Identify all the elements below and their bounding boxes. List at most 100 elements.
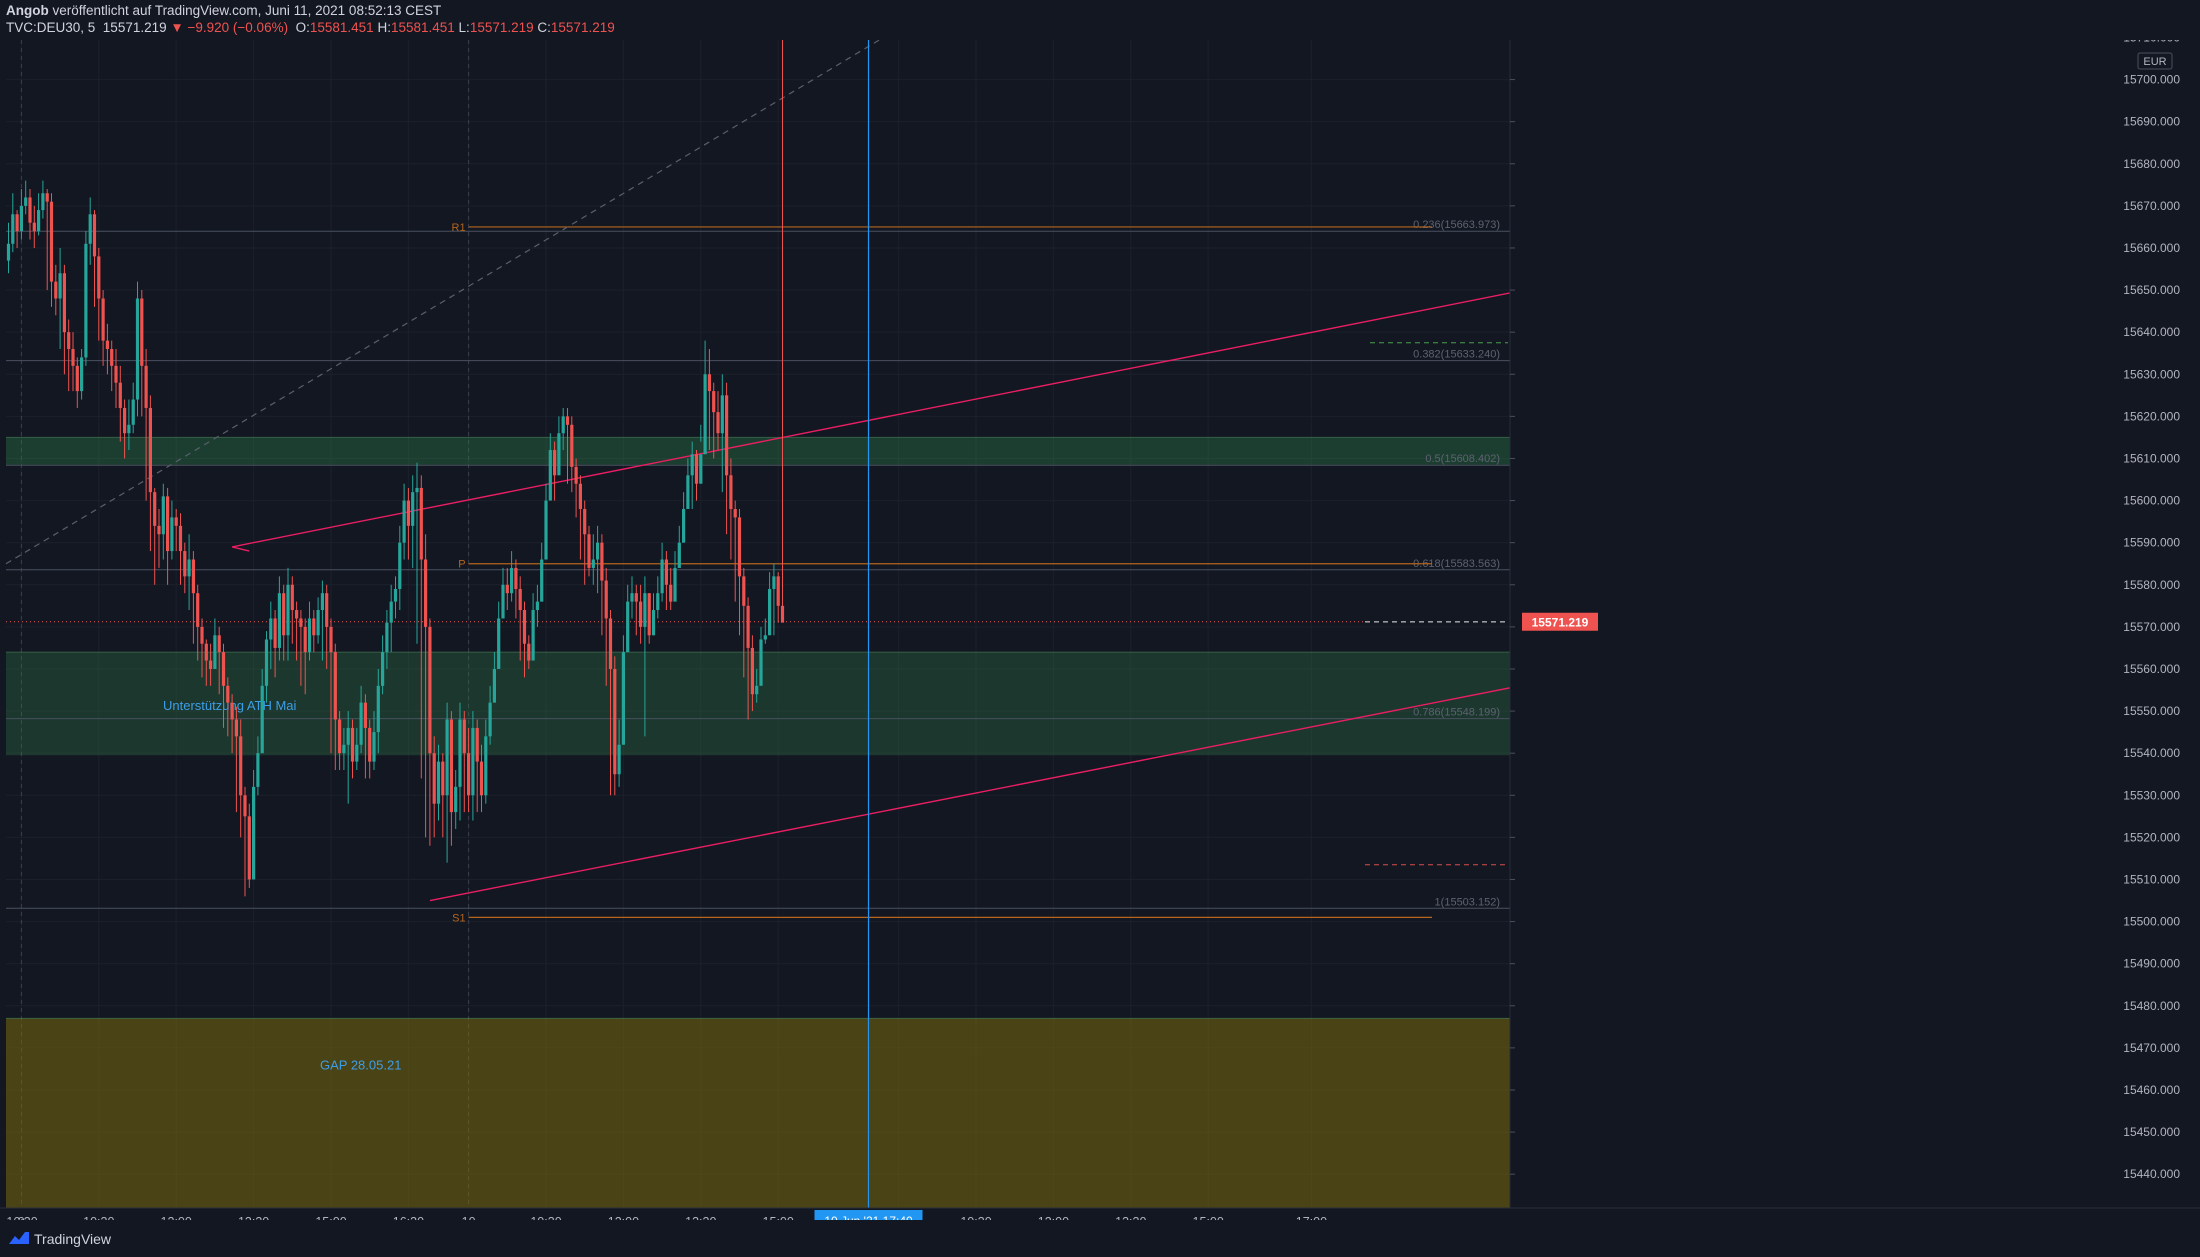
candle (531, 593, 535, 661)
candle (703, 340, 707, 455)
candle-body (350, 727, 355, 762)
candle (639, 584, 643, 644)
candle-body (471, 727, 475, 796)
price-chart[interactable]: Unterstützung ATH Mai GAP 28.05.21 0.236(1… (0, 40, 2200, 1220)
candle (488, 685, 492, 745)
candle (37, 193, 41, 236)
y-tick-label: 15450.000 (2123, 1125, 2180, 1139)
candle-body (24, 197, 28, 206)
candle (553, 441, 557, 501)
candle (123, 399, 127, 459)
candle (80, 349, 84, 400)
candle (148, 395, 152, 552)
candle-body (479, 761, 484, 796)
x-tick-label: 10 (462, 1215, 476, 1220)
candle (518, 576, 522, 661)
candle-body (750, 647, 754, 695)
x-tick-label: 12:00 (161, 1215, 192, 1220)
chart-header: Angob veröffentlicht auf TradingView.com… (0, 0, 2200, 40)
candle-body (634, 593, 638, 602)
candle-body (626, 601, 630, 653)
candle-body (6, 243, 11, 261)
author-name[interactable]: Angob (6, 3, 49, 18)
candle (88, 197, 92, 265)
candle-body (32, 222, 36, 232)
candle-body (247, 816, 251, 880)
price-axis (1510, 40, 2200, 1220)
candle (557, 416, 561, 476)
candle-body (101, 298, 105, 341)
candle-body (325, 593, 329, 627)
candle (393, 576, 398, 619)
candle-body (651, 610, 656, 636)
candle (239, 719, 243, 838)
candle-body (368, 727, 372, 762)
candle (750, 635, 754, 712)
candle (97, 247, 101, 341)
candle-body (269, 618, 273, 640)
candle-body (707, 374, 711, 392)
y-tick-label: 15440.000 (2123, 1167, 2180, 1181)
candle (191, 551, 195, 644)
y-tick-label: 15670.000 (2123, 199, 2180, 213)
candle-body (656, 593, 660, 611)
candle-body (600, 542, 604, 581)
x-tick-label: 16:30 (393, 1215, 424, 1220)
low-label: L: (458, 20, 470, 35)
candle (187, 534, 191, 611)
candle-body (213, 635, 217, 669)
candle-body (256, 753, 260, 787)
candle (273, 610, 277, 678)
candle-body (71, 349, 75, 366)
candle-body (118, 382, 122, 408)
y-tick-label: 15680.000 (2123, 157, 2180, 171)
candle (153, 487, 157, 585)
candle-body (535, 601, 539, 611)
x-tick-label: 16:30 (6, 1215, 37, 1220)
candle-body (200, 626, 204, 644)
candle-body (574, 466, 578, 484)
candle (626, 584, 630, 653)
candle-body (548, 450, 552, 501)
candle-body (209, 660, 213, 669)
fib-level-label: 0.786(15548.199) (1413, 707, 1500, 719)
candle (621, 635, 625, 745)
candle (157, 508, 161, 568)
candle (295, 601, 299, 661)
candle-body (110, 349, 114, 366)
y-tick-label: 15650.000 (2123, 283, 2180, 297)
candle (316, 597, 320, 644)
y-tick-label: 15660.000 (2123, 241, 2180, 255)
candle-body (196, 593, 200, 627)
candle-body (522, 610, 527, 644)
candle (376, 668, 380, 754)
candle-body (45, 193, 49, 202)
candle (54, 264, 58, 316)
candle (389, 584, 393, 653)
current-price-badge (1522, 612, 1598, 631)
candle (62, 264, 66, 375)
candle (174, 508, 178, 552)
cursor-time-badge (814, 1210, 923, 1220)
candle-body (729, 475, 733, 509)
candle (742, 567, 746, 678)
candle-body (204, 643, 208, 661)
symbol-label[interactable]: TVC:DEU30, 5 (6, 20, 96, 35)
candle (604, 567, 608, 686)
candle-body (389, 601, 393, 623)
brand-name[interactable]: TradingView (34, 1231, 112, 1247)
candle (600, 534, 604, 636)
candle (299, 610, 303, 686)
candle-body (531, 610, 535, 661)
x-tick-label: 10:30 (83, 1215, 114, 1220)
candle (252, 770, 256, 880)
candle (587, 525, 591, 577)
high-value: 15581.451 (390, 20, 455, 35)
candle (243, 786, 247, 897)
candle-body (725, 395, 729, 476)
candle (213, 618, 217, 669)
candle-body (664, 559, 668, 585)
candle (428, 618, 432, 846)
candle (402, 483, 406, 560)
candle-body (187, 559, 191, 577)
